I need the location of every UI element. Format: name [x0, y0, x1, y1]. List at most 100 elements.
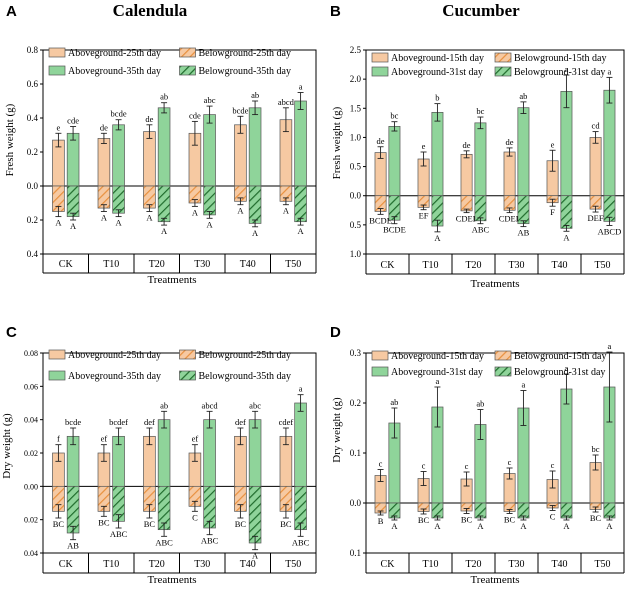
significance-letter: A	[283, 206, 290, 216]
y-tick-label: 1.0	[350, 132, 362, 142]
category-label: CK	[381, 260, 396, 271]
significance-letter: BC	[590, 513, 602, 523]
y-tick-label: 0.04	[24, 549, 38, 558]
legend-swatch	[494, 350, 512, 361]
significance-letter: e	[57, 122, 61, 132]
significance-letter: BC	[235, 519, 247, 529]
panel-letter: D	[330, 324, 341, 341]
bar-belowground-15th-day	[460, 195, 473, 212]
significance-letter: BCDE	[383, 225, 406, 235]
significance-letter: A	[563, 521, 570, 531]
significance-letter: abc	[204, 95, 216, 105]
significance-letter: ef	[192, 434, 199, 444]
significance-letter: def	[144, 417, 155, 427]
legend-label: Belowground-31st day	[514, 367, 605, 378]
bar-aboveground-35th-day	[66, 132, 80, 187]
significance-letter: bcde	[111, 109, 127, 119]
bar-belowground-35th-day	[248, 485, 262, 544]
significance-letter: de	[463, 140, 471, 150]
significance-letter: def	[235, 417, 246, 427]
plot-frame	[365, 352, 625, 554]
significance-letter: AB	[67, 541, 79, 551]
significance-letter: c	[379, 459, 383, 469]
bar-aboveground-25th-day	[97, 138, 111, 187]
significance-letter: c	[508, 457, 512, 467]
y-tick-label: 0.02	[24, 516, 38, 525]
significance-letter: BC	[461, 515, 473, 525]
significance-letter: B	[378, 516, 384, 526]
bar-aboveground-15th-day	[503, 151, 516, 197]
y-tick-label: 0.3	[350, 348, 362, 358]
significance-letter: BCDE	[369, 215, 392, 225]
legend-swatch	[48, 65, 66, 76]
y-axis-label: Dry weight (g)	[1, 413, 13, 479]
bar-aboveground-35th-day	[248, 107, 262, 187]
legend-swatch	[48, 349, 66, 360]
category-label: T40	[240, 259, 256, 270]
significance-letter: c	[551, 460, 555, 470]
y-axis-label: Fresh weight (g)	[4, 103, 16, 176]
significance-letter: BC	[98, 517, 110, 527]
significance-letter: bc	[476, 106, 484, 116]
significance-letter: A	[146, 213, 153, 223]
significance-letter: a	[608, 341, 612, 351]
significance-letter: A	[237, 206, 244, 216]
significance-letter: ab	[251, 90, 259, 100]
significance-letter: A	[207, 219, 214, 229]
y-tick-label: 0.8	[27, 45, 39, 55]
significance-letter: cde	[67, 116, 79, 126]
legend-label: Aboveground-35th day	[68, 371, 161, 382]
significance-letter: DEF	[588, 213, 604, 223]
significance-letter: C	[550, 512, 556, 522]
significance-letter: de	[377, 136, 385, 146]
bar-aboveground-31st-day	[603, 89, 616, 197]
y-axis-label: Dry weight (g)	[331, 397, 343, 463]
x-axis-label: Treatments	[470, 574, 519, 586]
category-label: T20	[149, 559, 165, 570]
legend-label: Aboveground-15th day	[391, 351, 484, 362]
y-tick-label: 0.0	[350, 191, 362, 201]
chart-title: Cucumber	[442, 1, 520, 20]
y-tick-label: 0.5	[350, 220, 362, 230]
category-label: CK	[59, 259, 74, 270]
significance-letter: EF	[419, 211, 429, 221]
significance-letter: BC	[504, 515, 516, 525]
significance-letter: A	[192, 207, 199, 217]
category-label: T10	[422, 260, 438, 271]
significance-letter: a	[299, 82, 303, 92]
bar-belowground-35th-day	[66, 185, 80, 217]
category-label: CK	[59, 559, 74, 570]
y-tick-label: 0.04	[24, 416, 38, 425]
bar-belowground-31st-day	[517, 195, 530, 225]
legend-label: Belowground-35th day	[199, 371, 292, 382]
bar-belowground-35th-day	[157, 185, 171, 223]
significance-letter: e	[551, 139, 555, 149]
bar-aboveground-35th-day	[157, 419, 171, 487]
significance-letter: a	[436, 376, 440, 386]
category-label: CK	[381, 559, 396, 570]
significance-letter: A	[434, 521, 441, 531]
bar-aboveground-25th-day	[143, 131, 156, 187]
significance-letter: A	[101, 213, 108, 223]
category-label: T20	[465, 559, 481, 570]
bar-aboveground-15th-day	[374, 152, 387, 197]
bar-belowground-31st-day	[560, 195, 573, 229]
y-tick-label: 0.2	[350, 398, 361, 408]
significance-letter: ab	[160, 400, 168, 410]
significance-letter: C	[192, 512, 198, 522]
bar-aboveground-31st-day	[474, 122, 487, 197]
significance-letter: BC	[418, 515, 430, 525]
legend-label: Aboveground-35th day	[68, 66, 161, 77]
legend-label: Belowground-25th day	[199, 350, 292, 361]
significance-letter: BC	[280, 519, 292, 529]
legend-swatch	[48, 47, 66, 58]
significance-letter: c	[465, 461, 469, 471]
category-label: T40	[240, 559, 256, 570]
significance-letter: A	[298, 226, 305, 236]
y-tick-label: 1.5	[350, 103, 362, 113]
legend-label: Belowground-15th day	[514, 53, 607, 64]
bar-aboveground-31st-day	[517, 107, 530, 197]
significance-letter: A	[520, 521, 527, 531]
legend-swatch	[48, 370, 66, 381]
significance-letter: F	[550, 207, 555, 217]
